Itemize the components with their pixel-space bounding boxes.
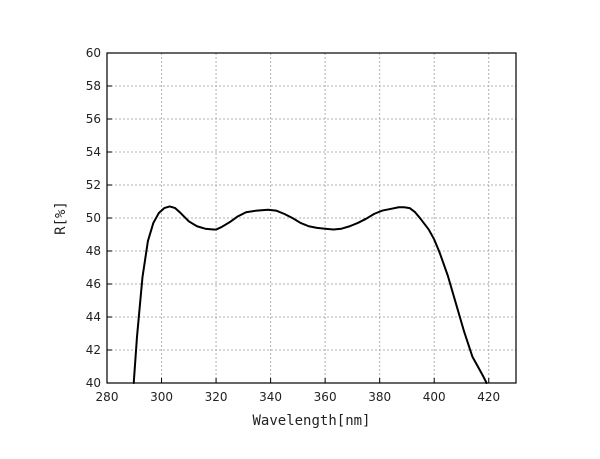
x-tick-label: 300 — [150, 390, 173, 404]
y-axis-title: R[%] — [53, 201, 69, 235]
y-tick-label: 44 — [86, 310, 101, 324]
x-tick-label: 320 — [205, 390, 228, 404]
y-tick-label: 54 — [86, 145, 101, 159]
x-tick-label: 380 — [368, 390, 391, 404]
x-tick-label: 400 — [423, 390, 446, 404]
y-tick-label: 56 — [86, 112, 101, 126]
x-tick-label: 420 — [477, 390, 500, 404]
y-tick-label: 60 — [86, 46, 101, 60]
x-tick-label: 360 — [314, 390, 337, 404]
x-tick-label: 340 — [259, 390, 282, 404]
y-tick-label: 46 — [86, 277, 101, 291]
series-layer — [132, 205, 488, 384]
y-tick-label: 52 — [86, 178, 101, 192]
reflectance-line — [132, 205, 488, 384]
y-tick-label: 58 — [86, 79, 101, 93]
y-tick-label: 40 — [86, 376, 101, 390]
y-tick-label: 50 — [86, 211, 101, 225]
y-tick-label: 42 — [86, 343, 101, 357]
x-axis-title: Wavelength[nm] — [252, 413, 370, 429]
grid — [107, 53, 516, 383]
y-tick-label: 48 — [86, 244, 101, 258]
axis-ticks: 280 300 320 340 360 380 400 420 40 42 44 46 48 50 52 54… — [86, 46, 500, 404]
x-tick-label: 280 — [96, 390, 119, 404]
plot-frame — [106, 52, 517, 384]
